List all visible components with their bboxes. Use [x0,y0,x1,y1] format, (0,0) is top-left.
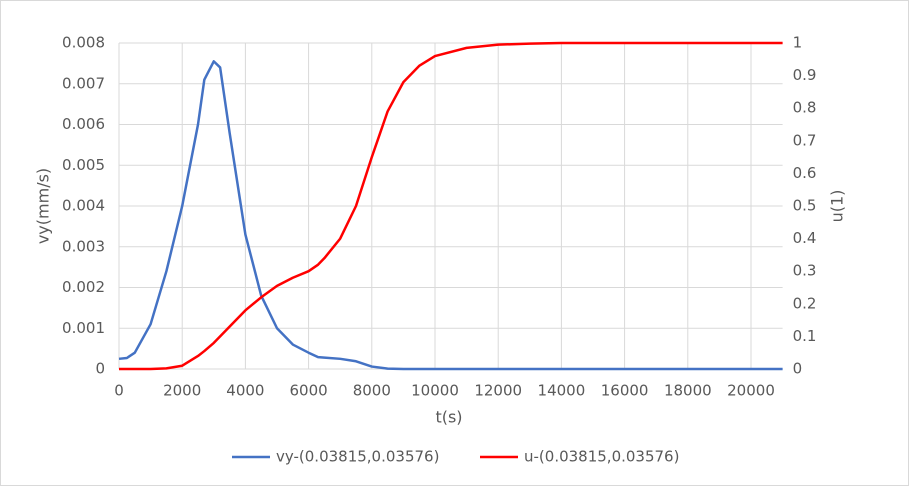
y-tick-label: 0.008 [62,34,105,52]
x-tick-label: 18000 [664,382,712,400]
y2-tick-label: 0.9 [793,66,817,84]
y-axis-title: vy(mm/s) [34,168,53,244]
y2-tick-label: 0 [793,360,803,378]
y-tick-label: 0.002 [62,278,105,296]
x-tick-label: 20000 [727,382,775,400]
y-tick-label: 0.007 [62,74,105,92]
y2-tick-label: 0.5 [793,197,817,215]
y-tick-label: 0 [95,360,105,378]
y2-tick-label: 0.7 [793,131,817,149]
y2-tick-label: 0.2 [793,294,817,312]
x-tick-label: 6000 [290,382,328,400]
y-tick-label: 0.001 [62,319,105,337]
y-tick-label: 0.003 [62,237,105,255]
y2-tick-label: 0.1 [793,327,817,345]
y-tick-label: 0.004 [62,197,105,215]
y2-tick-label: 0.8 [793,99,817,117]
legend-label: vy-(0.03815,0.03576) [276,448,439,466]
x-tick-label: 14000 [538,382,586,400]
legend-label: u-(0.03815,0.03576) [524,448,679,466]
y-tick-label: 0.005 [62,156,105,174]
x-tick-label: 4000 [226,382,264,400]
series-line [119,41,783,371]
y2-axis-title: u(1) [828,190,847,223]
x-tick-label: 2000 [163,382,201,400]
series-line [118,60,783,371]
y-tick-label: 0.006 [62,115,105,133]
y2-tick-label: 1 [793,34,803,52]
x-tick-label: 8000 [353,382,391,400]
x-axis-title: t(s) [435,408,462,427]
x-tick-label: 10000 [411,382,459,400]
y2-tick-label: 0.4 [793,229,817,247]
y2-tick-label: 0.6 [793,164,817,182]
x-tick-label: 16000 [601,382,649,400]
x-tick-label: 0 [114,382,124,400]
y2-tick-label: 0.3 [793,262,817,280]
x-tick-label: 12000 [474,382,522,400]
